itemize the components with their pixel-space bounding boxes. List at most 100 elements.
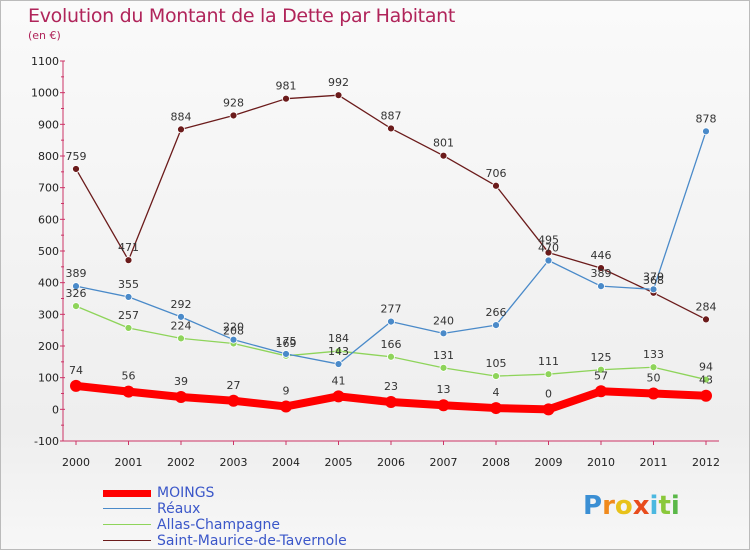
legend-label-allas-champagne: Allas-Champagne bbox=[157, 517, 280, 533]
data-point-moings bbox=[70, 379, 82, 392]
data-label-r-aux: 470 bbox=[538, 242, 559, 255]
axes: -100010020030040050060070080090010001100… bbox=[31, 55, 720, 469]
x-tick-label: 2007 bbox=[430, 456, 458, 469]
data-label-saint-maurice-de-tavernole: 887 bbox=[381, 109, 402, 122]
legend-label-reaux: Réaux bbox=[157, 501, 201, 517]
data-label-saint-maurice-de-tavernole: 928 bbox=[223, 96, 244, 109]
y-tick-label: 500 bbox=[38, 245, 59, 258]
data-point-moings bbox=[385, 396, 397, 409]
legend-label-saint-maurice: Saint-Maurice-de-Tavernole bbox=[157, 533, 347, 549]
data-point-moings bbox=[227, 394, 240, 407]
data-label-saint-maurice-de-tavernole: 706 bbox=[486, 167, 507, 180]
data-label-saint-maurice-de-tavernole: 284 bbox=[696, 300, 717, 313]
data-label-allas-champagne: 166 bbox=[381, 338, 402, 351]
logo-letter: i bbox=[649, 491, 659, 521]
data-point-allas-champagne bbox=[597, 365, 605, 374]
data-label-r-aux: 266 bbox=[486, 306, 507, 319]
data-point-allas-champagne bbox=[544, 370, 553, 379]
data-label-allas-champagne: 169 bbox=[276, 337, 297, 350]
data-label-moings: 56 bbox=[122, 370, 136, 383]
data-label-r-aux: 220 bbox=[223, 321, 244, 334]
data-label-r-aux: 292 bbox=[171, 298, 192, 311]
data-point-r-aux bbox=[702, 127, 710, 136]
x-tick-label: 2005 bbox=[325, 456, 353, 469]
data-label-allas-champagne: 208 bbox=[223, 324, 244, 337]
data-label-allas-champagne: 131 bbox=[433, 349, 454, 362]
data-point-allas-champagne bbox=[72, 302, 80, 311]
data-label-allas-champagne: 105 bbox=[486, 357, 507, 370]
data-point-r-aux bbox=[177, 312, 185, 321]
data-label-allas-champagne: 125 bbox=[591, 351, 612, 364]
y-tick-label: 400 bbox=[38, 277, 59, 290]
data-point-r-aux bbox=[544, 256, 553, 265]
legend-swatch-moings bbox=[103, 490, 151, 497]
data-point-allas-champagne bbox=[124, 324, 133, 332]
data-point-moings bbox=[437, 399, 450, 412]
data-point-moings bbox=[122, 385, 135, 398]
data-point-r-aux bbox=[387, 317, 395, 326]
data-point-allas-champagne bbox=[387, 352, 395, 361]
series-layer bbox=[70, 91, 712, 416]
x-tick-label: 2006 bbox=[377, 456, 405, 469]
data-point-r-aux bbox=[334, 360, 343, 368]
legend-swatch-saint-maurice bbox=[103, 540, 151, 541]
legend-swatch-allas-champagne bbox=[103, 524, 151, 525]
data-label-saint-maurice-de-tavernole: 495 bbox=[538, 234, 559, 247]
y-tick-label: -100 bbox=[34, 435, 59, 448]
y-tick-label: 1000 bbox=[31, 87, 59, 100]
data-point-r-aux bbox=[72, 282, 80, 291]
x-tick-label: 2008 bbox=[482, 456, 510, 469]
data-label-r-aux: 175 bbox=[276, 335, 297, 348]
data-point-saint-maurice-de-tavernole bbox=[229, 111, 238, 120]
data-label-saint-maurice-de-tavernole: 471 bbox=[118, 241, 139, 254]
data-point-moings bbox=[542, 403, 555, 416]
x-tick-label: 2012 bbox=[692, 456, 720, 469]
data-point-moings bbox=[595, 385, 607, 398]
data-point-r-aux bbox=[492, 321, 500, 330]
data-point-r-aux bbox=[439, 329, 448, 338]
data-point-r-aux bbox=[124, 293, 133, 301]
data-point-r-aux bbox=[597, 282, 605, 291]
y-tick-label: 600 bbox=[38, 213, 59, 226]
data-label-allas-champagne: 94 bbox=[699, 361, 713, 374]
y-tick-label: 800 bbox=[38, 150, 59, 163]
data-point-saint-maurice-de-tavernole bbox=[702, 315, 710, 324]
data-point-moings bbox=[332, 390, 345, 403]
data-label-saint-maurice-de-tavernole: 981 bbox=[276, 80, 297, 93]
y-tick-label: 700 bbox=[38, 182, 59, 195]
data-point-r-aux bbox=[649, 285, 658, 294]
data-point-saint-maurice-de-tavernole bbox=[544, 248, 553, 257]
data-label-r-aux: 389 bbox=[66, 267, 87, 280]
data-point-allas-champagne bbox=[439, 363, 448, 372]
data-point-r-aux bbox=[229, 335, 238, 344]
data-label-moings: 13 bbox=[437, 383, 451, 396]
x-tick-label: 2011 bbox=[640, 456, 668, 469]
data-label-moings: 0 bbox=[545, 387, 552, 400]
data-label-moings: 41 bbox=[332, 374, 346, 387]
data-label-saint-maurice-de-tavernole: 884 bbox=[171, 110, 192, 123]
data-label-r-aux: 389 bbox=[591, 267, 612, 280]
data-label-saint-maurice-de-tavernole: 446 bbox=[591, 249, 612, 262]
x-tick-label: 2003 bbox=[220, 456, 248, 469]
y-tick-label: 300 bbox=[38, 308, 59, 321]
data-label-saint-maurice-de-tavernole: 368 bbox=[643, 274, 664, 287]
data-label-allas-champagne: 224 bbox=[171, 319, 192, 332]
x-tick-label: 2000 bbox=[62, 456, 90, 469]
data-label-moings: 9 bbox=[283, 384, 290, 397]
data-label-moings: 27 bbox=[227, 379, 241, 392]
y-tick-label: 0 bbox=[52, 403, 59, 416]
data-label-saint-maurice-de-tavernole: 801 bbox=[433, 137, 454, 150]
logo-letter: r bbox=[602, 491, 615, 521]
data-label-r-aux: 143 bbox=[328, 345, 349, 358]
data-point-moings bbox=[700, 389, 712, 402]
data-label-allas-champagne: 257 bbox=[118, 309, 139, 322]
data-label-saint-maurice-de-tavernole: 759 bbox=[66, 150, 87, 163]
data-point-allas-champagne bbox=[334, 347, 343, 355]
data-label-moings: 23 bbox=[384, 380, 398, 393]
y-tick-label: 900 bbox=[38, 118, 59, 131]
data-point-saint-maurice-de-tavernole bbox=[492, 181, 500, 190]
logo-letter: i bbox=[670, 491, 680, 521]
y-tick-label: 200 bbox=[38, 340, 59, 353]
